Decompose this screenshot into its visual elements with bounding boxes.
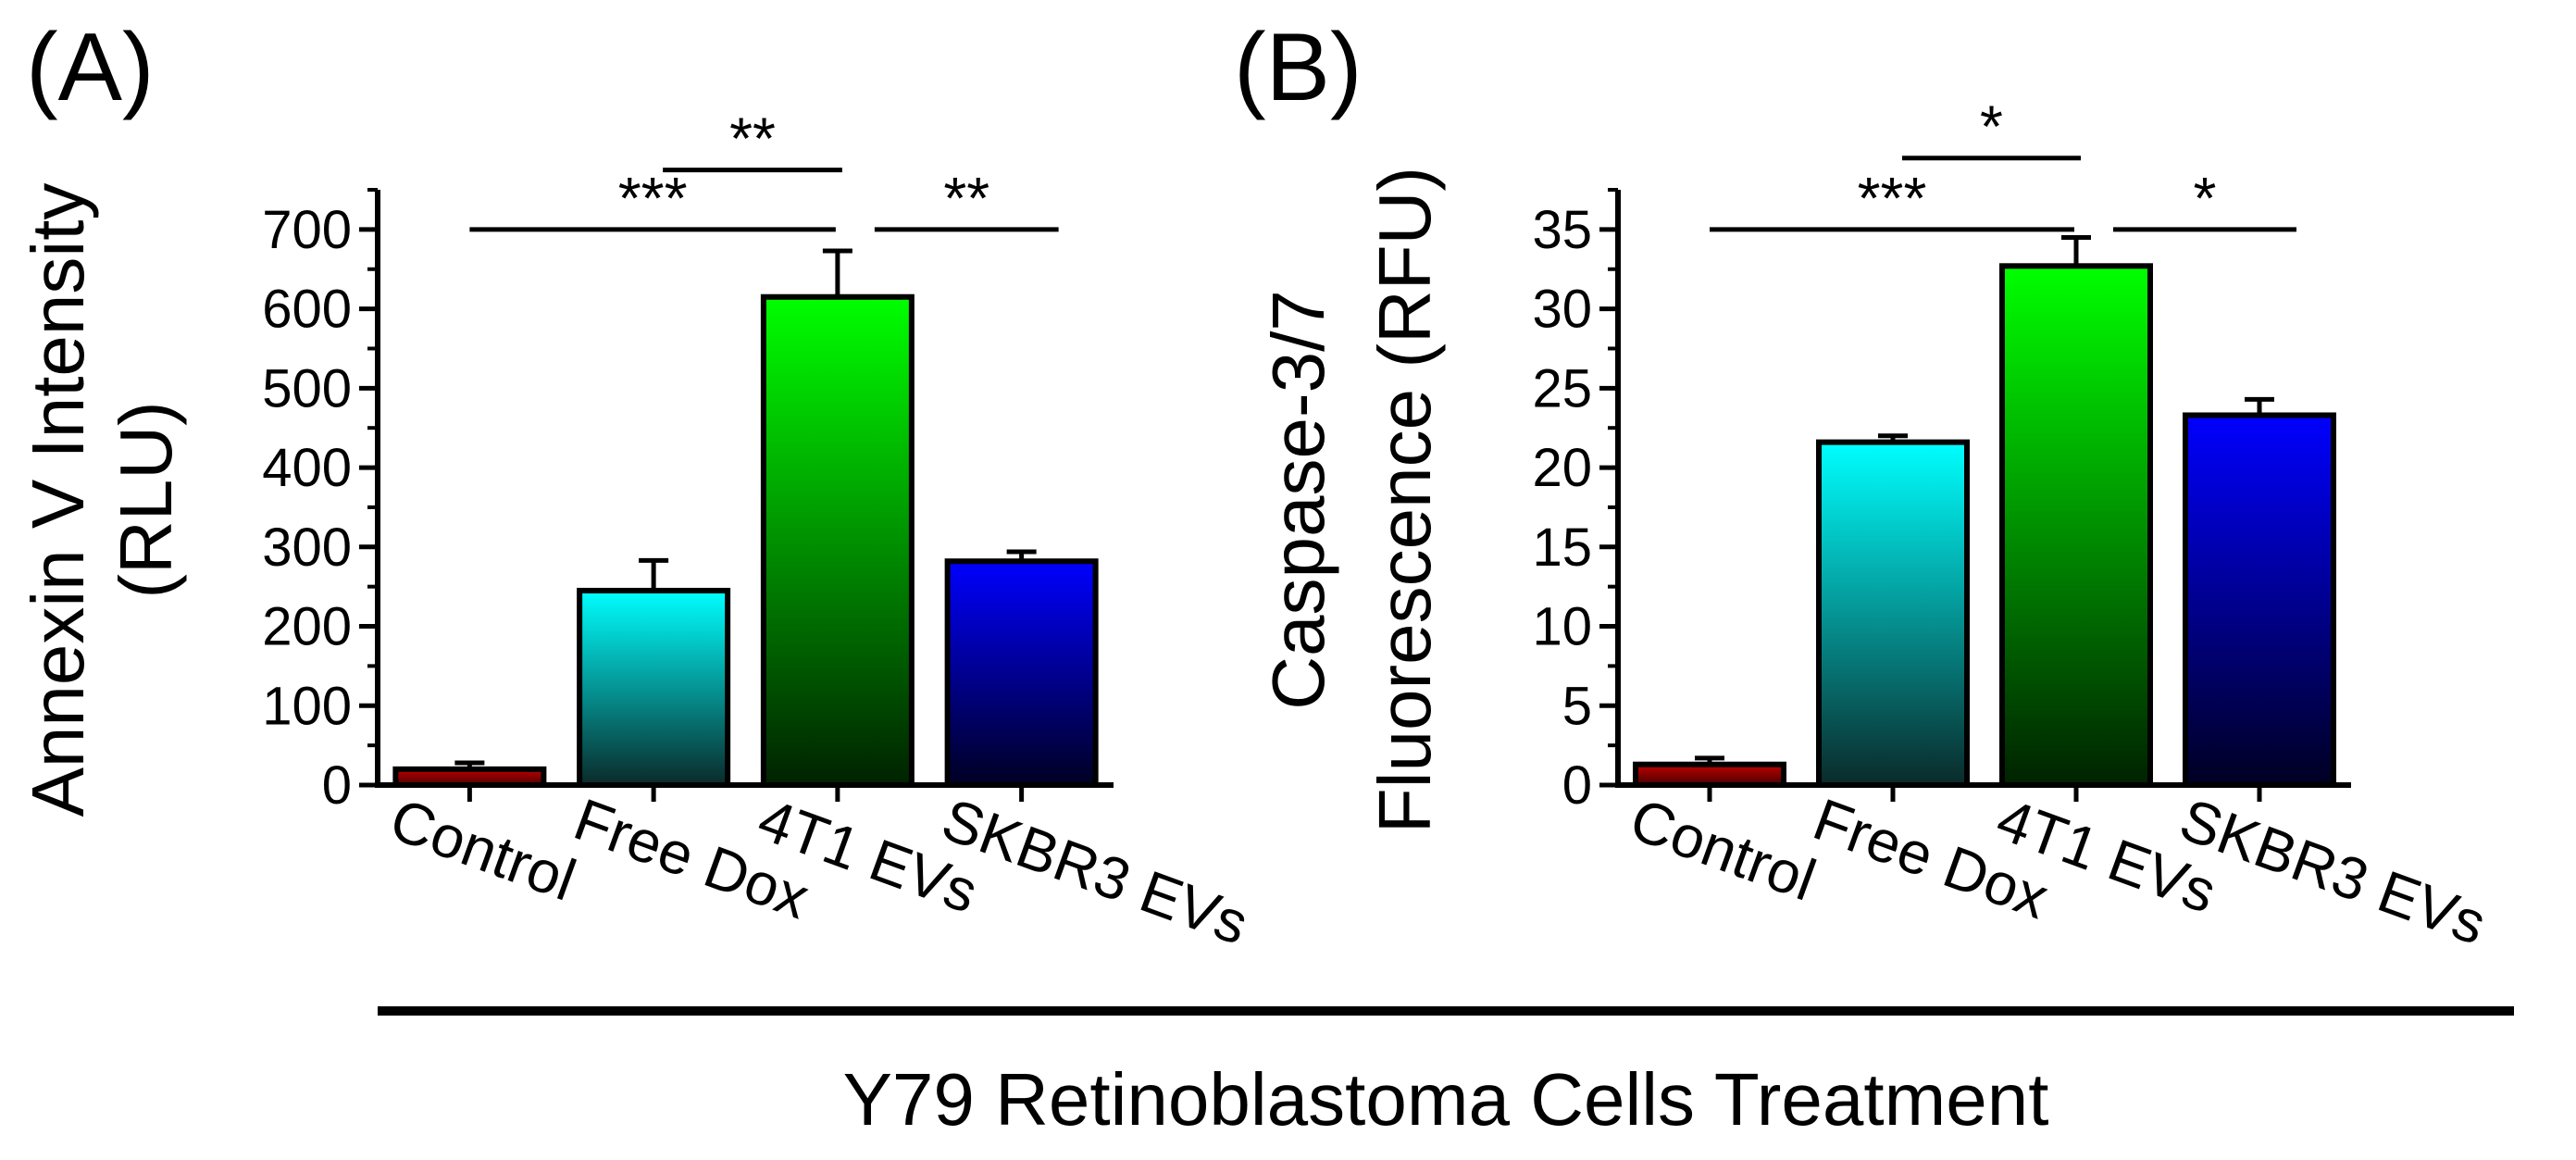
bar [1633, 761, 1786, 789]
y-axis-title: Caspase-3/7 [1257, 290, 1339, 710]
panel-a: (A) Annexin V Intensity (RLU) 0 100 200 300 400… [17, 14, 1257, 957]
y-tick-label: 5 [1562, 676, 1592, 736]
y-tick-label: 100 [262, 676, 352, 736]
y-axis-title: (RLU) [105, 401, 187, 598]
y-tick-label: 10 [1532, 597, 1592, 657]
bar [2183, 412, 2336, 788]
y-axis-title: Annexin V Intensity [17, 183, 99, 817]
significance-label: * [1980, 94, 2003, 160]
y-tick-label: 300 [262, 518, 352, 578]
significance-label: * [2194, 165, 2217, 231]
y-tick-label: 200 [262, 597, 352, 657]
y-tick-label: 0 [1562, 755, 1592, 816]
bar [577, 587, 731, 788]
footer-label: Y79 Retinoblastoma Cells Treatment [843, 1058, 2049, 1141]
y-axis-title: Fluorescence (RFU) [1363, 167, 1446, 833]
significance-label: *** [1858, 165, 1927, 231]
y-tick-label: 500 [262, 358, 352, 418]
y-tick-label: 20 [1532, 438, 1592, 498]
bar [760, 293, 915, 788]
x-category-label: Control [382, 785, 584, 913]
y-tick-label: 600 [262, 280, 352, 340]
bar [944, 558, 1099, 788]
y-tick-label: 0 [322, 755, 352, 816]
y-tick-label: 25 [1532, 358, 1592, 418]
y-tick-label: 400 [262, 438, 352, 498]
panel-label: (A) [26, 14, 155, 121]
panel-b: (B) Caspase-3/7 Fluorescence (RFU) 0 5 10 15 20… [1234, 14, 2495, 957]
significance-label: *** [618, 165, 688, 231]
bar [392, 766, 547, 788]
y-tick-label: 15 [1532, 518, 1592, 578]
significance-label: ** [729, 106, 776, 172]
y-tick-label: 30 [1532, 280, 1592, 340]
y-tick-label: 700 [262, 200, 352, 260]
bar [1816, 439, 1970, 788]
panel-label: (B) [1234, 14, 1363, 121]
x-category-label: Control [1622, 785, 1823, 913]
bar [1999, 263, 2153, 788]
significance-label: ** [943, 165, 989, 231]
y-tick-label: 35 [1532, 200, 1592, 260]
